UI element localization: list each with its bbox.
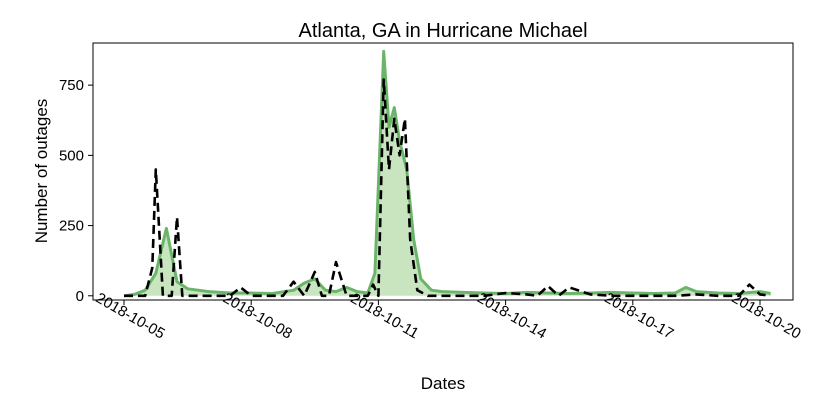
y-axis-label: Number of outages <box>32 99 51 244</box>
x-tick-label: 2018-10-11 <box>348 290 422 343</box>
x-tick-label: 2018-10-05 <box>93 290 168 343</box>
y-tick-label: 500 <box>59 147 84 164</box>
x-tick-label: 2018-10-20 <box>729 290 804 343</box>
plot-area <box>123 49 771 298</box>
y-axis: 0 250 500 750 <box>59 77 93 305</box>
x-tick-label: 2018-10-14 <box>474 290 549 343</box>
x-axis: 2018-10-05 2018-10-08 2018-10-11 2018-10-14… <box>93 290 804 343</box>
x-axis-label: Dates <box>421 374 465 393</box>
series-0-area <box>124 51 771 296</box>
x-tick-label: 2018-10-08 <box>220 290 295 343</box>
y-tick-label: 0 <box>76 288 84 305</box>
y-tick-label: 250 <box>59 218 84 235</box>
series-0-line <box>123 49 771 298</box>
chart-title: Atlanta, GA in Hurricane Michael <box>298 20 587 42</box>
x-tick-label: 2018-10-17 <box>602 290 677 343</box>
y-tick-label: 750 <box>59 77 84 94</box>
series-1-line <box>124 78 771 298</box>
plot-frame <box>92 42 794 301</box>
